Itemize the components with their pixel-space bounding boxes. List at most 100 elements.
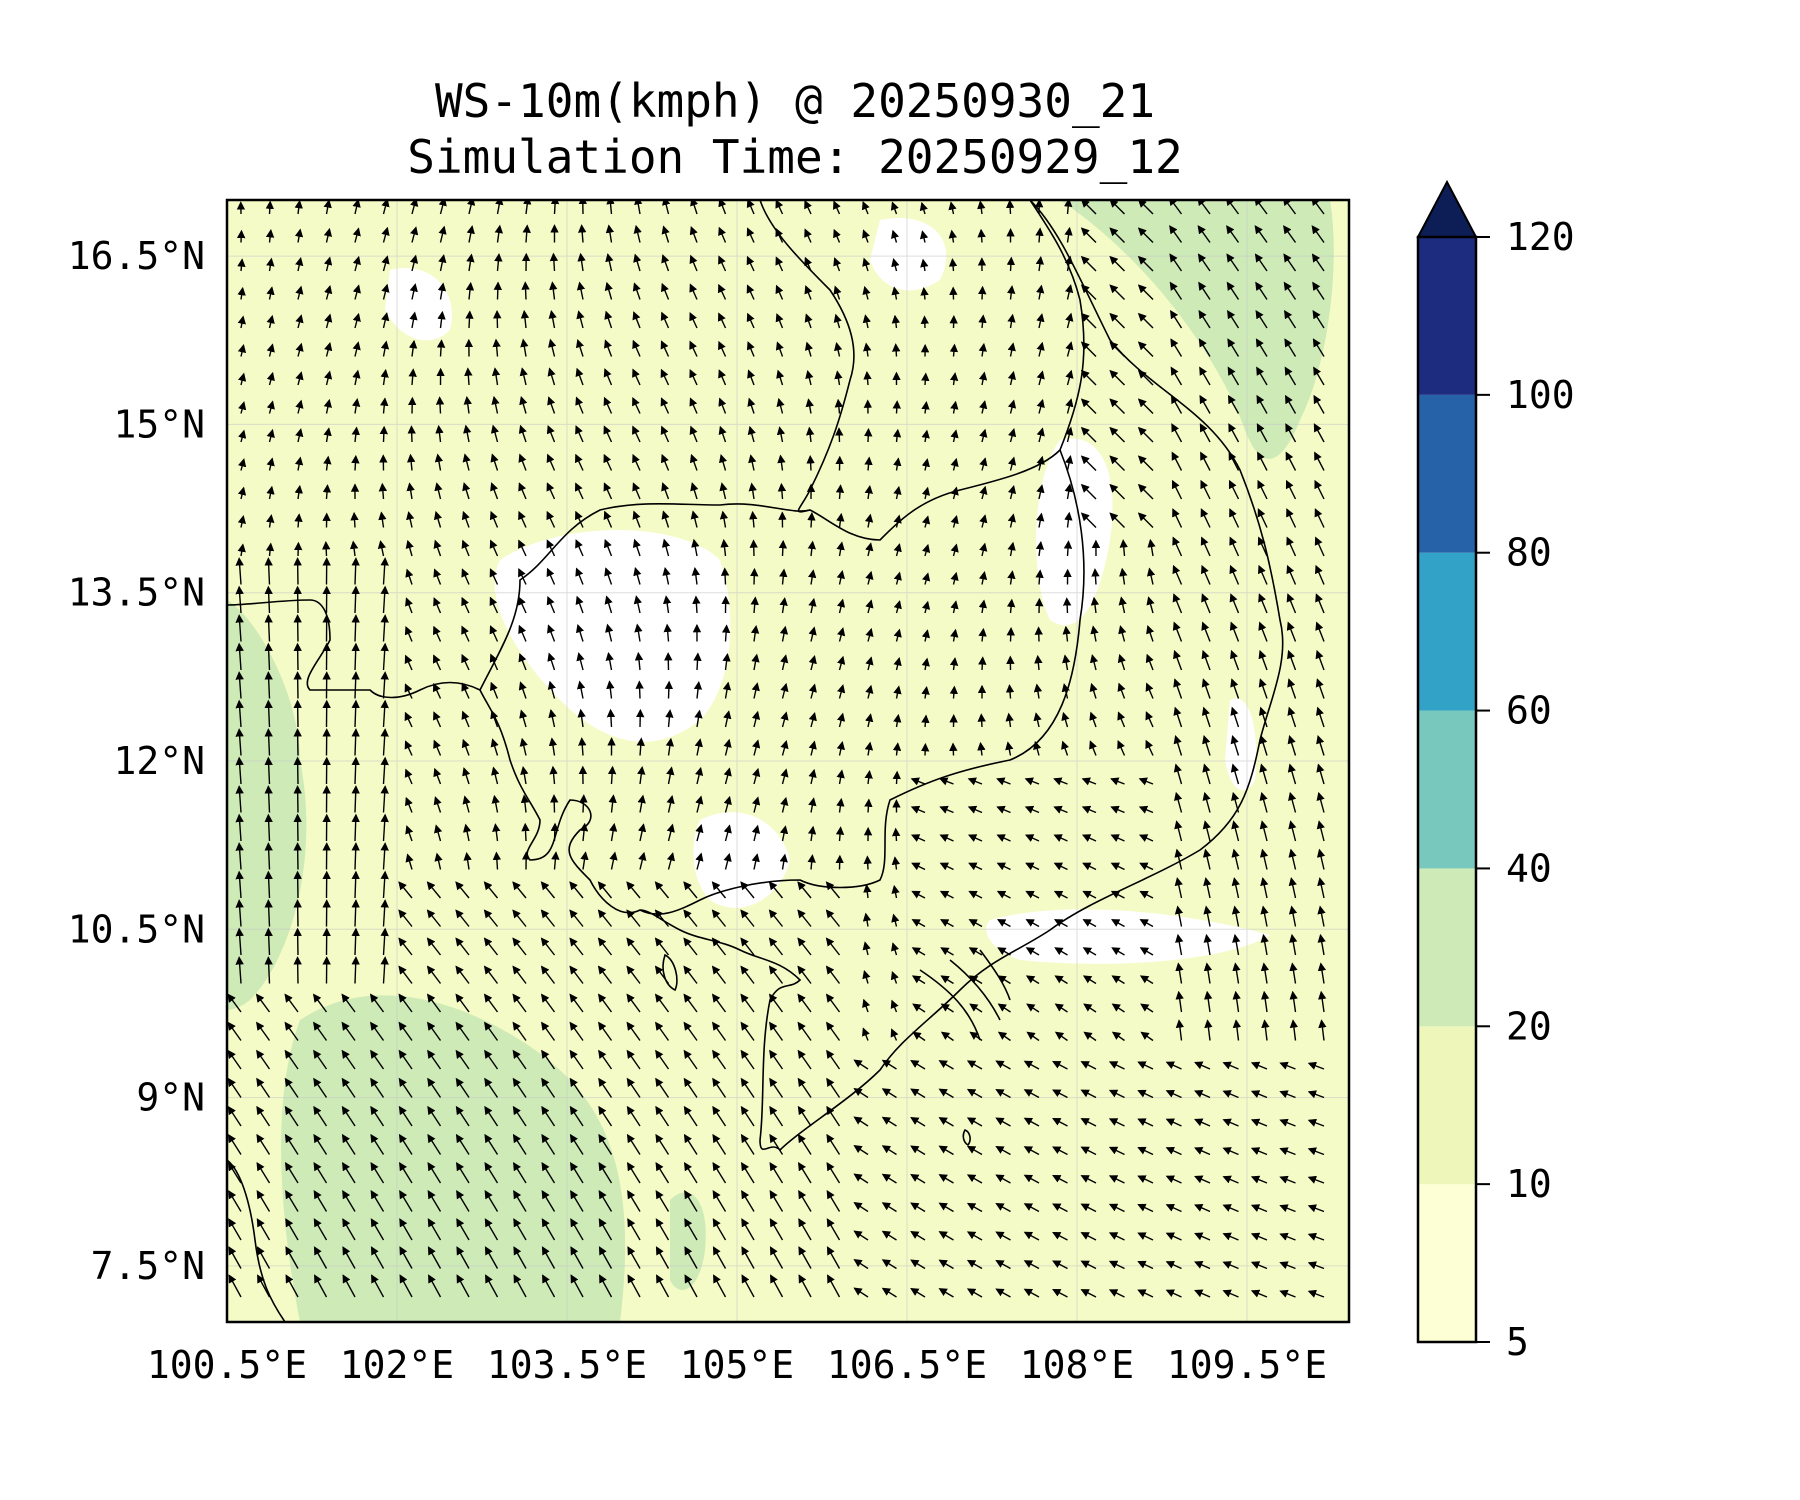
wind-arrow xyxy=(833,228,841,243)
wind-arrow xyxy=(967,777,983,786)
wind-arrow xyxy=(548,309,557,329)
wind-arrow xyxy=(466,225,475,243)
wind-arrow xyxy=(266,371,275,386)
wind-arrow xyxy=(1005,741,1014,756)
wind-arrow xyxy=(1287,763,1297,785)
wind-arrow xyxy=(978,342,987,357)
wind-arrow xyxy=(775,341,784,357)
wind-arrow xyxy=(434,482,443,500)
strong-wind-band-west-coast xyxy=(227,600,307,1010)
wind-arrow xyxy=(426,881,442,899)
wind-arrow xyxy=(518,482,527,500)
wind-arrow xyxy=(491,794,500,813)
wind-arrow xyxy=(689,312,698,329)
wind-arrow xyxy=(575,595,584,614)
wind-arrow xyxy=(1035,569,1044,585)
wind-arrow xyxy=(863,855,872,870)
strong-wind-band-northeast xyxy=(1060,200,1334,459)
wind-arrow xyxy=(603,368,613,386)
wind-arrow xyxy=(996,834,1011,842)
wind-arrow xyxy=(692,595,701,614)
wind-arrow xyxy=(1174,820,1183,842)
wind-arrow xyxy=(1312,281,1325,300)
wind-arrow xyxy=(264,585,273,614)
wind-arrow xyxy=(264,899,273,927)
wind-arrow xyxy=(266,314,275,329)
wind-arrow xyxy=(380,728,389,756)
lon-tick-label: 106.5°E xyxy=(827,1343,987,1387)
wind-arrow xyxy=(433,539,442,557)
wind-arrow xyxy=(295,428,304,443)
wind-arrow xyxy=(805,398,814,414)
wind-arrow xyxy=(1315,706,1325,728)
wind-arrow xyxy=(606,680,615,699)
wind-arrow xyxy=(349,540,359,557)
wind-arrow xyxy=(433,568,442,585)
wind-arrow xyxy=(950,457,959,471)
wind-arrow xyxy=(779,625,789,642)
wind-arrow xyxy=(463,851,472,870)
wind-arrow xyxy=(1201,649,1211,671)
wind-arrow xyxy=(694,766,704,785)
wind-arrow xyxy=(864,798,873,813)
wind-arrow xyxy=(863,884,872,899)
lon-tick-label: 100.5°E xyxy=(147,1343,307,1387)
wind-arrow xyxy=(1137,312,1154,329)
wind-arrow xyxy=(1062,625,1071,642)
wind-arrow xyxy=(1053,805,1068,814)
wind-arrow xyxy=(404,711,413,728)
wind-arrow xyxy=(1061,711,1070,728)
wind-arrow xyxy=(1005,712,1014,728)
wind-arrow xyxy=(237,286,246,300)
wind-arrow xyxy=(1036,370,1045,386)
wind-arrow xyxy=(1169,253,1183,272)
wind-arrow xyxy=(380,785,389,813)
wind-arrow xyxy=(893,628,902,642)
wind-arrow xyxy=(1035,540,1045,557)
wind-arrow xyxy=(835,484,845,500)
wind-arrow xyxy=(266,343,275,357)
wind-arrow xyxy=(1199,394,1211,414)
wind-arrow xyxy=(519,737,528,756)
wind-arrow xyxy=(1313,394,1325,414)
wind-arrow xyxy=(891,884,900,899)
wind-arrow xyxy=(949,657,959,671)
wind-arrow xyxy=(949,685,959,699)
wind-arrow xyxy=(1200,508,1211,528)
wind-arrow xyxy=(264,699,273,728)
wind-arrow xyxy=(490,681,499,699)
wind-arrow xyxy=(683,881,698,899)
wind-arrow xyxy=(1137,426,1154,443)
wind-arrow xyxy=(493,281,503,300)
wind-arrow xyxy=(323,427,332,443)
wind-arrow xyxy=(892,770,901,785)
wind-arrow xyxy=(294,200,303,215)
wind-arrow xyxy=(752,796,761,813)
wind-arrow xyxy=(1065,284,1074,300)
wind-arrow xyxy=(520,309,530,329)
wind-arrow xyxy=(1080,512,1097,528)
wind-arrow xyxy=(381,283,390,300)
wind-arrow xyxy=(1036,512,1045,528)
wind-arrow xyxy=(1089,654,1099,671)
wind-arrow xyxy=(661,225,670,243)
wind-arrow xyxy=(1173,735,1183,756)
wind-arrow xyxy=(380,756,389,785)
wind-arrow xyxy=(1109,426,1125,443)
wind-arrow xyxy=(266,400,275,414)
wind-arrow xyxy=(1090,625,1099,642)
wind-arrow xyxy=(235,870,244,899)
wind-arrow xyxy=(518,596,527,614)
wind-arrow xyxy=(1257,451,1268,471)
wind-arrow xyxy=(1257,536,1268,557)
wind-arrow xyxy=(865,656,874,671)
wind-arrow xyxy=(660,397,670,414)
wind-arrow xyxy=(432,654,442,671)
wind-arrow xyxy=(1065,398,1074,414)
wind-arrow xyxy=(893,485,902,500)
wind-arrow xyxy=(690,482,699,500)
wind-arrow xyxy=(324,285,333,300)
wind-arrow xyxy=(939,862,954,871)
wind-arrow xyxy=(410,226,419,243)
wind-arrow xyxy=(461,738,470,756)
